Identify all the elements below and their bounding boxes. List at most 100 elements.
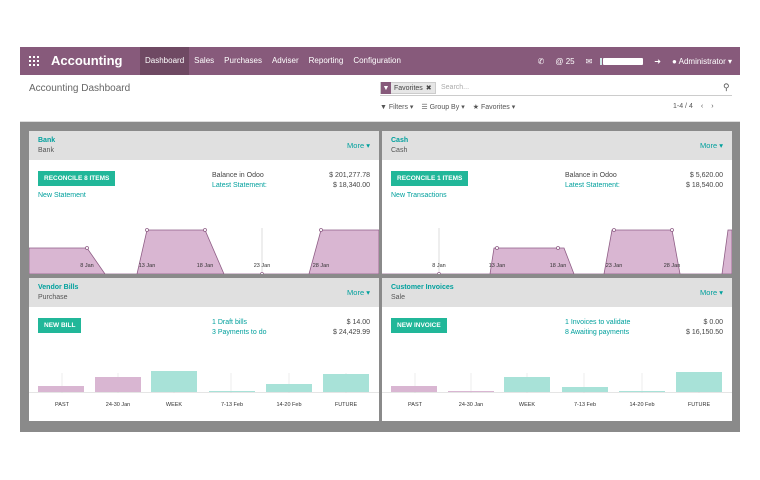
x-axis-label: 7-13 Feb bbox=[220, 402, 244, 408]
new-transactions-link[interactable]: New Transactions bbox=[391, 192, 447, 199]
dashboard-grid: Bank Bank More ▾ RECONCILE 8 ITEMS New S… bbox=[20, 122, 740, 432]
x-axis-label: 23 Jan bbox=[605, 263, 623, 269]
x-axis-label: 13 Jan bbox=[138, 263, 156, 269]
latest-statement-link[interactable]: Latest Statement: bbox=[212, 182, 267, 189]
x-axis-label: 24-30 Jan bbox=[105, 402, 131, 408]
latest-statement-link[interactable]: Latest Statement: bbox=[565, 182, 620, 189]
search-input[interactable]: Search... bbox=[441, 84, 470, 91]
search-facet[interactable]: ▼ Favorites ✖ bbox=[380, 82, 436, 94]
menu-dashboard[interactable]: Dashboard bbox=[140, 47, 190, 75]
bars-icon: ☰ bbox=[421, 104, 428, 111]
filters-dropdown[interactable]: ▼ Filters ▾ bbox=[380, 103, 413, 111]
more-dropdown[interactable]: More ▾ bbox=[347, 288, 370, 297]
x-axis-label: 8 Jan bbox=[80, 263, 94, 269]
top-navbar: Accounting Dashboard Sales Purchases Adv… bbox=[20, 47, 740, 75]
x-axis-label: 8 Jan bbox=[432, 263, 446, 269]
x-axis-label: 18 Jan bbox=[549, 263, 567, 269]
groupby-label: Group By bbox=[429, 104, 460, 111]
page-title: Accounting Dashboard bbox=[29, 83, 131, 94]
star-icon: ★ bbox=[472, 104, 479, 111]
x-axis-label: 18 Jan bbox=[196, 263, 214, 269]
new-invoice-button[interactable]: NEW INVOICE bbox=[391, 318, 447, 333]
bar-7-13-feb bbox=[209, 391, 255, 392]
x-axis-label: WEEK bbox=[518, 402, 536, 408]
data-point bbox=[437, 272, 441, 274]
x-axis-label: 7-13 Feb bbox=[573, 402, 597, 408]
user-menu[interactable]: ● Administrator ▾ bbox=[672, 57, 732, 66]
journal-card-customer-invoices: Customer Invoices Sale More ▾ NEW INVOIC… bbox=[382, 278, 732, 421]
chevron-left-icon[interactable]: ‹ bbox=[700, 103, 704, 110]
menu-reporting[interactable]: Reporting bbox=[308, 56, 344, 65]
user-name: Administrator bbox=[678, 56, 726, 66]
draft-bills-link[interactable]: 1 Draft bills bbox=[212, 319, 248, 326]
card-header: Cash Cash More ▾ bbox=[382, 131, 732, 160]
data-point bbox=[145, 228, 149, 232]
at-icon: @ bbox=[555, 56, 564, 66]
caret-down-icon: ▾ bbox=[719, 288, 723, 297]
balance-label: Balance in Odoo bbox=[565, 172, 617, 179]
journal-name[interactable]: Customer Invoices bbox=[391, 284, 454, 291]
bar-week bbox=[151, 371, 197, 392]
more-label: More bbox=[347, 288, 365, 297]
control-panel: Accounting Dashboard ▼ Favorites ✖ Searc… bbox=[20, 75, 740, 122]
chevron-right-icon[interactable]: › bbox=[711, 103, 714, 110]
app-brand[interactable]: Accounting bbox=[51, 53, 123, 68]
journal-type: Bank bbox=[38, 147, 54, 154]
card-header: Bank Bank More ▾ bbox=[29, 131, 379, 160]
bar-14-20-feb bbox=[619, 391, 665, 392]
apps-grid-icon[interactable] bbox=[29, 56, 39, 66]
bar-future bbox=[323, 374, 369, 392]
more-dropdown[interactable]: More ▾ bbox=[700, 141, 723, 150]
facet-remove-icon[interactable]: ✖ bbox=[425, 85, 432, 92]
balance-value: $ 201,277.78 bbox=[329, 172, 370, 179]
x-axis-label: PAST bbox=[55, 402, 69, 408]
invoices-to-validate-link[interactable]: 1 Invoices to validate bbox=[565, 319, 631, 326]
favorites-dropdown[interactable]: ★ Favorites ▾ bbox=[473, 103, 516, 111]
groupby-dropdown[interactable]: ☰ Group By ▾ bbox=[421, 103, 464, 111]
new-bill-button[interactable]: NEW BILL bbox=[38, 318, 82, 333]
reconcile-button[interactable]: RECONCILE 8 ITEMS bbox=[38, 171, 116, 186]
bar-week bbox=[504, 377, 550, 392]
filters-label: Filters bbox=[388, 104, 408, 111]
systray: ✆ @ 25 ✉ ➜ ● Administrator ▾ bbox=[538, 47, 732, 75]
journal-name[interactable]: Bank bbox=[38, 137, 56, 144]
awaiting-payments-link[interactable]: 8 Awaiting payments bbox=[565, 329, 630, 336]
payments-to-do-value: $ 24,429.99 bbox=[333, 329, 370, 336]
x-axis-label: 24-30 Jan bbox=[458, 402, 484, 408]
funnel-icon: ▼ bbox=[380, 104, 387, 111]
reconcile-button[interactable]: RECONCILE 1 ITEMS bbox=[391, 171, 469, 186]
x-axis-label: 13 Jan bbox=[488, 263, 506, 269]
menu-sales[interactable]: Sales bbox=[194, 56, 215, 65]
menu-purchases[interactable]: Purchases bbox=[224, 56, 262, 65]
payments-to-do-link[interactable]: 3 Payments to do bbox=[212, 329, 267, 336]
x-axis-label: PAST bbox=[408, 402, 422, 408]
main-menu: Dashboard Sales Purchases Adviser Report… bbox=[140, 47, 406, 75]
data-point bbox=[85, 246, 89, 250]
pager-value[interactable]: 1-4 / 4 bbox=[673, 103, 693, 110]
menu-configuration[interactable]: Configuration bbox=[353, 56, 401, 65]
x-axis-label: 14-20 Feb bbox=[629, 402, 655, 408]
menu-adviser[interactable]: Adviser bbox=[271, 56, 299, 65]
messaging-menu[interactable]: @ 25 bbox=[555, 57, 574, 66]
more-dropdown[interactable]: More ▾ bbox=[700, 288, 723, 297]
chat-icon[interactable]: ✉ bbox=[585, 56, 593, 66]
balance-label: Balance in Odoo bbox=[212, 172, 264, 179]
draft-bills-value: $ 14.00 bbox=[346, 319, 370, 326]
caret-down-icon: ▾ bbox=[461, 104, 465, 111]
odoo-app: Accounting Dashboard Sales Purchases Adv… bbox=[20, 47, 740, 432]
more-dropdown[interactable]: More ▾ bbox=[347, 141, 370, 150]
bar-past bbox=[38, 386, 84, 392]
more-label: More bbox=[700, 288, 718, 297]
new-statement-link[interactable]: New Statement bbox=[38, 192, 86, 199]
data-point bbox=[495, 246, 499, 250]
search-icon[interactable]: ⚲ bbox=[723, 82, 730, 92]
sign-in-icon[interactable]: ➜ bbox=[654, 56, 661, 66]
phone-icon[interactable]: ✆ bbox=[537, 56, 545, 66]
quick-search-input[interactable] bbox=[600, 57, 644, 65]
latest-statement-value: $ 18,340.00 bbox=[333, 182, 370, 189]
journal-card-bank: Bank Bank More ▾ RECONCILE 8 ITEMS New S… bbox=[29, 131, 379, 274]
x-axis-label: 28 Jan bbox=[312, 263, 330, 269]
data-point bbox=[556, 246, 560, 250]
journal-name[interactable]: Vendor Bills bbox=[38, 284, 79, 291]
journal-name[interactable]: Cash bbox=[391, 137, 409, 144]
